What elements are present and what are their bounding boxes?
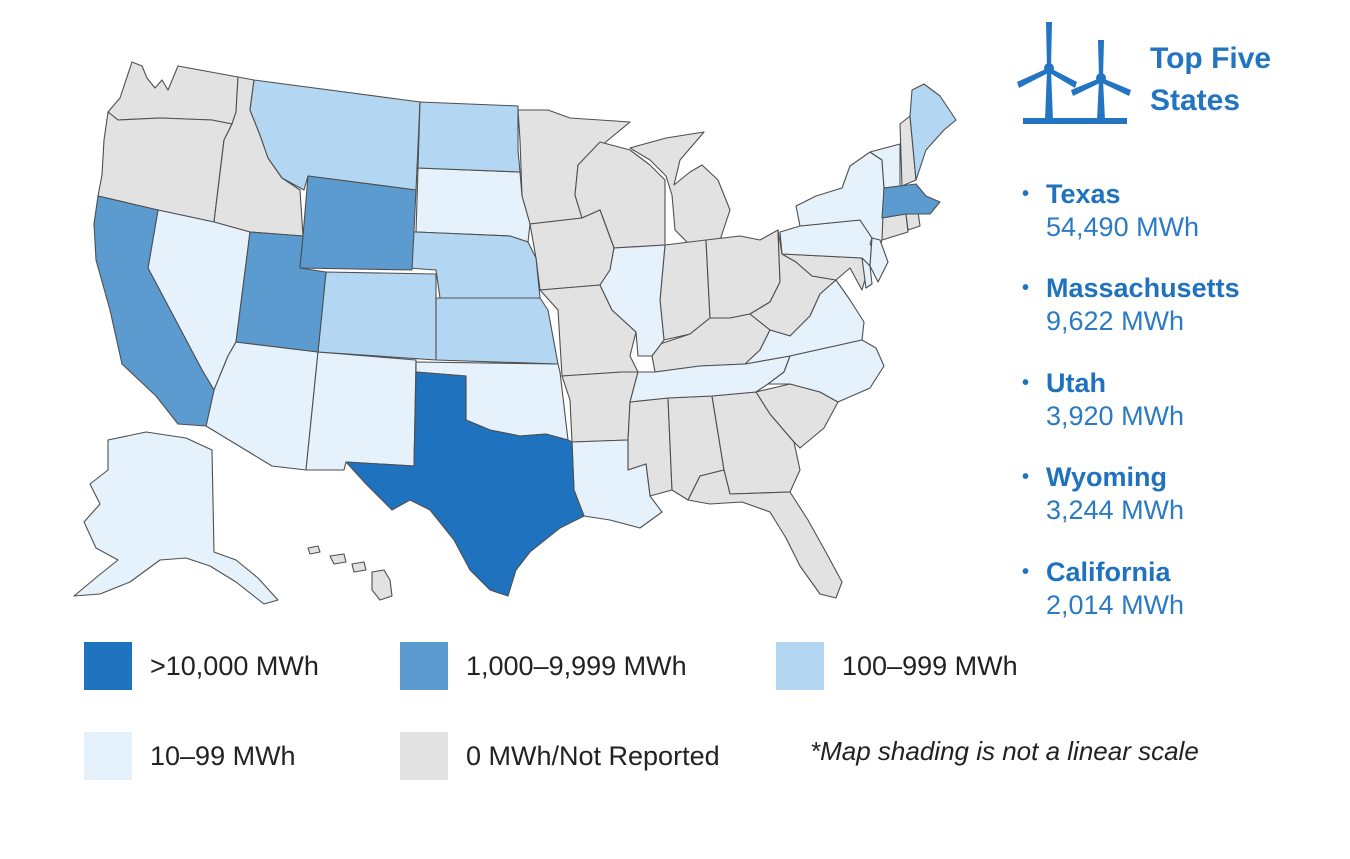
state-texas [345,371,585,597]
top-state-4: • Wyoming 3,244 MWh [1022,461,1184,527]
state-value: 54,490 MWh [1046,212,1200,242]
bullet-icon: • [1022,372,1030,394]
state-montana [249,79,421,191]
state-value: 2,014 MWh [1046,590,1185,620]
top-state-3: • Utah 3,920 MWh [1022,367,1184,433]
state-alaska [73,431,279,605]
state-name: Utah [1046,368,1106,398]
state-wyoming [299,175,417,271]
state-illinois [599,244,666,357]
state-arkansas [561,371,639,443]
state-name: Texas [1046,179,1121,209]
state-maine [909,83,957,181]
state-value: 9,622 MWh [1046,306,1185,336]
bullet-icon: • [1022,466,1030,488]
state-south-dakota [415,167,531,243]
legend-item-zero: 0 MWh/Not Reported [400,732,720,780]
legend-item-over-10000: >10,000 MWh [84,642,319,690]
state-iowa [529,209,615,291]
legend-label: 0 MWh/Not Reported [466,740,720,771]
bullet-icon: • [1022,561,1030,583]
bullet-icon: • [1022,277,1030,299]
legend-swatch [84,732,132,780]
top-state-2: • Massachusetts 9,622 MWh [1022,272,1240,338]
top-state-5: • California 2,014 MWh [1022,556,1184,622]
legend-label: 1,000–9,999 MWh [466,650,687,681]
state-rhode-island [905,211,921,231]
legend-note: *Map shading is not a linear scale [810,736,1199,766]
state-florida [687,469,843,599]
state-name: Massachusetts [1046,273,1240,303]
top-state-1: • Texas 54,490 MWh [1022,178,1199,244]
legend-swatch [84,642,132,690]
state-value: 3,244 MWh [1046,495,1185,525]
state-massachusetts [881,183,941,219]
state-hawaii [307,545,393,601]
state-delaware [861,257,873,289]
state-value: 3,920 MWh [1046,401,1185,431]
bullet-icon: • [1022,183,1030,205]
top-five-title: Top Five States [1150,38,1271,122]
state-michigan [629,131,731,246]
state-kansas [435,297,559,365]
legend-item-1000-9999: 1,000–9,999 MWh [400,642,687,690]
legend-item-100-999: 100–999 MWh [776,642,1018,690]
legend-swatch [776,642,824,690]
legend-swatch [400,642,448,690]
top-five-title-line2: States [1150,84,1241,117]
wind-turbine-icon [1017,22,1131,124]
legend-label: 100–999 MWh [842,650,1018,681]
state-name: Wyoming [1046,462,1167,492]
state-washington [107,61,239,125]
state-new-mexico [305,351,417,471]
state-north-carolina [767,339,885,403]
state-colorado [317,271,437,361]
legend-label: >10,000 MWh [150,650,319,681]
state-new-jersey [869,237,889,283]
state-california [93,195,215,427]
state-name: California [1046,557,1171,587]
legend-label: 10–99 MWh [150,740,296,771]
state-north-dakota [417,101,521,173]
top-five-title-line1: Top Five [1150,42,1272,75]
legend-swatch [400,732,448,780]
legend-item-10-99: 10–99 MWh [84,732,296,780]
